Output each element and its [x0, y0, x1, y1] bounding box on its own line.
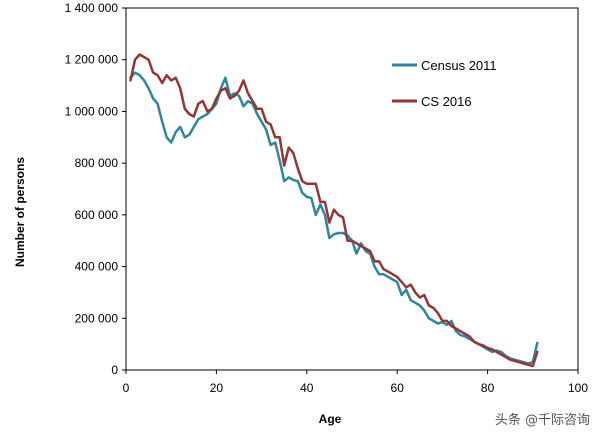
y-tick-label: 1 000 000 — [65, 104, 119, 118]
x-tick-label: 40 — [300, 381, 314, 395]
x-tick-label: 0 — [123, 381, 130, 395]
y-tick-label: 200 000 — [75, 311, 119, 325]
y-tick-label: 600 000 — [75, 208, 119, 222]
watermark: 头条 @千际咨询 — [495, 412, 590, 428]
series-line-cs-2016 — [129, 53, 539, 368]
series-line-census-2011 — [129, 71, 539, 365]
x-tick-label: 60 — [391, 381, 405, 395]
y-axis-ticks: 0 200 000 400 000 600 000 800 000 1 000 000 1 … — [65, 1, 126, 377]
legend-label: CS 2016 — [421, 94, 472, 109]
x-tick-label: 100 — [568, 381, 588, 395]
y-axis-title: Number of persons — [13, 157, 27, 267]
y-tick-label: 400 000 — [75, 260, 119, 274]
axes — [125, 7, 579, 371]
x-axis-title: Age — [319, 412, 342, 426]
x-tick-label: 80 — [481, 381, 495, 395]
y-tick-label: 1 200 000 — [65, 53, 119, 67]
x-axis-ticks: 0 20 40 60 80 100 — [123, 370, 588, 395]
y-tick-label: 800 000 — [75, 156, 119, 170]
x-tick-label: 20 — [210, 381, 224, 395]
legend: Census 2011 CS 2016 — [392, 58, 497, 109]
y-tick-label: 0 — [111, 363, 118, 377]
legend-label: Census 2011 — [421, 58, 497, 73]
plot-frame — [125, 7, 579, 371]
y-tick-label: 1 400 000 — [65, 1, 119, 15]
series-lines — [129, 53, 539, 368]
